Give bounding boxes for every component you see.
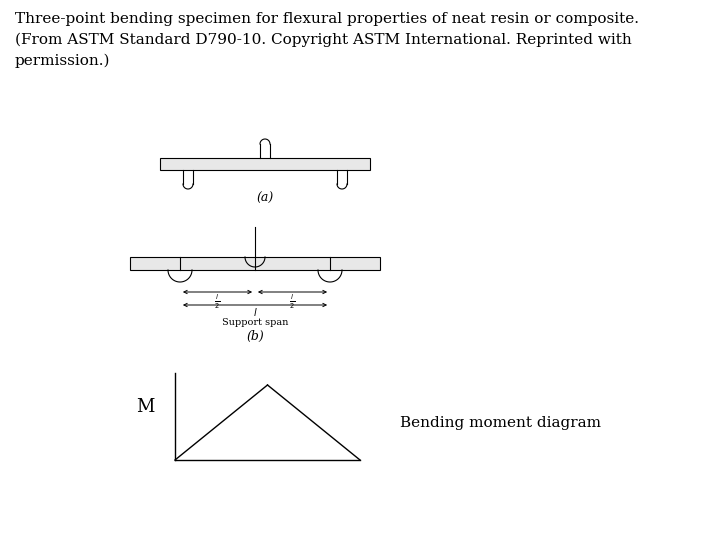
Text: M: M <box>136 399 154 416</box>
Text: (b): (b) <box>246 330 264 343</box>
Bar <box>160 158 370 170</box>
Text: $\frac{l}{2}$: $\frac{l}{2}$ <box>289 293 296 311</box>
Text: $\frac{l}{2}$: $\frac{l}{2}$ <box>215 293 220 311</box>
Text: Three-point bending specimen for flexural properties of neat resin or composite.: Three-point bending specimen for flexura… <box>15 12 639 69</box>
Text: Support span: Support span <box>222 318 288 327</box>
Text: $l$: $l$ <box>253 306 257 318</box>
Bar <box>130 257 380 270</box>
Text: (a): (a) <box>256 192 274 205</box>
Text: Bending moment diagram: Bending moment diagram <box>400 415 601 429</box>
